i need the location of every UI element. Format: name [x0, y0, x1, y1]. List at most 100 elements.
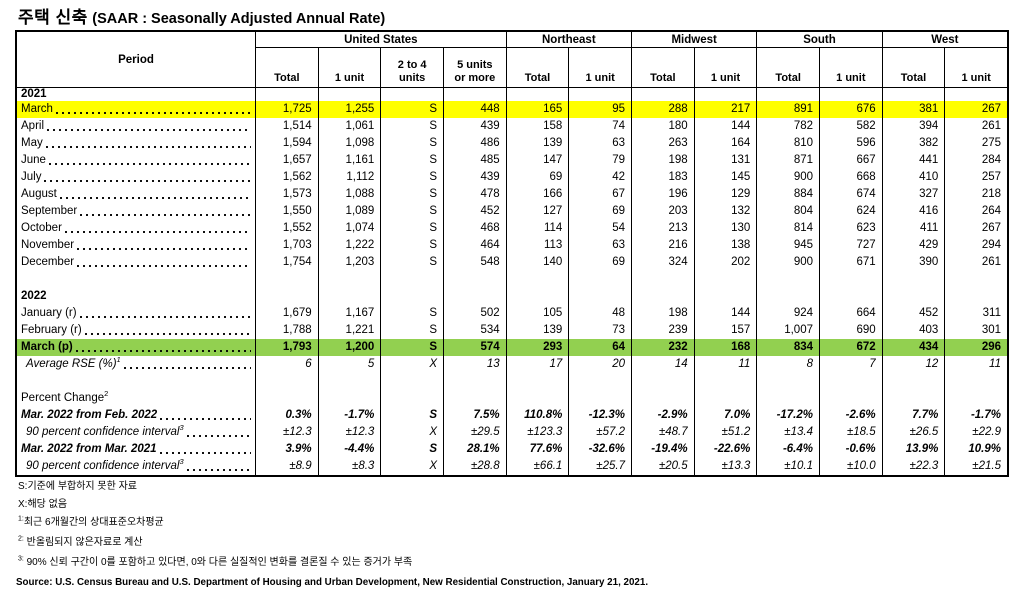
value-cell: [443, 88, 506, 101]
value-cell: [756, 271, 819, 288]
value-cell: 900: [756, 169, 819, 186]
value-cell: 410: [881, 169, 945, 186]
value-cell: 924: [756, 305, 819, 322]
value-cell: S: [380, 118, 443, 135]
period-label: May: [21, 137, 43, 149]
value-cell: 7.0%: [693, 407, 757, 424]
period-label: April: [21, 120, 45, 132]
value-cell: 884: [756, 186, 819, 203]
dotted-leader: [186, 458, 253, 475]
value-cell: [317, 390, 381, 407]
value-cell: 324: [631, 254, 694, 271]
value-cell: [505, 373, 569, 390]
value-cell: [380, 271, 443, 288]
subheader-1-unit: 1 unit: [819, 48, 882, 87]
value-cell: 394: [881, 118, 945, 135]
value-cell: 8: [756, 356, 819, 373]
value-cell: 113: [505, 237, 569, 254]
value-cell: 1,112: [317, 169, 381, 186]
value-cell: 1,594: [255, 135, 318, 152]
value-cell: ±22.9: [944, 424, 1007, 441]
value-cell: ±51.2: [693, 424, 757, 441]
source-line: Source: U.S. Census Bureau and U.S. Depa…: [16, 577, 649, 588]
value-cell: 574: [443, 339, 506, 356]
value-cell: 690: [819, 322, 882, 339]
period-label: August: [21, 188, 57, 200]
period-cell: November: [17, 237, 255, 254]
value-cell: [944, 88, 1007, 101]
dotted-leader: [46, 118, 253, 135]
group-header-west: West: [881, 32, 1007, 48]
subheader-total: Total: [631, 48, 694, 87]
value-cell: 1,703: [255, 237, 318, 254]
table-row-december: December 1,754 1,203 S 548 140 69 324 202 900 671 3…: [17, 254, 1007, 271]
value-cell: 390: [881, 254, 945, 271]
value-cell: 429: [881, 237, 945, 254]
period-label: September: [21, 205, 78, 217]
value-cell: ±20.5: [631, 458, 694, 475]
value-cell: 114: [505, 220, 569, 237]
value-cell: -1.7%: [944, 407, 1007, 424]
value-cell: 110.8%: [505, 407, 569, 424]
period-cell: April: [17, 118, 255, 135]
value-cell: 11: [693, 356, 757, 373]
value-cell: [631, 288, 694, 305]
period-cell: Percent Change2: [17, 390, 255, 407]
period-label: March (p): [21, 341, 73, 353]
value-cell: 1,550: [255, 203, 318, 220]
value-cell: [568, 373, 631, 390]
value-cell: 448: [443, 101, 506, 118]
value-cell: ±28.8: [443, 458, 506, 475]
value-cell: 478: [443, 186, 506, 203]
period-label: July: [21, 171, 42, 183]
value-cell: 130: [693, 220, 757, 237]
value-cell: 267: [944, 220, 1007, 237]
table-row-july: July 1,562 1,112 S 439 69 42 183 145 900 668 410 257: [17, 169, 1007, 186]
dotted-leader: [76, 254, 253, 271]
value-cell: 6: [255, 356, 318, 373]
value-cell: 196: [631, 186, 694, 203]
period-cell: 90 percent confidence interval3: [17, 458, 255, 475]
value-cell: 164: [693, 135, 757, 152]
value-cell: 416: [881, 203, 945, 220]
value-cell: [756, 390, 819, 407]
table-row-september: September 1,550 1,089 S 452 127 69 203 132 804 624…: [17, 203, 1007, 220]
value-cell: 183: [631, 169, 694, 186]
period-cell: May: [17, 135, 255, 152]
footnote-prefix: X:: [18, 499, 28, 510]
value-cell: ±29.5: [443, 424, 506, 441]
value-cell: 261: [944, 254, 1007, 271]
period-cell: July: [17, 169, 255, 186]
value-cell: 434: [881, 339, 945, 356]
value-cell: [380, 373, 443, 390]
value-cell: 674: [819, 186, 882, 203]
period-cell: Average RSE (%)1: [17, 356, 255, 373]
value-cell: [756, 288, 819, 305]
value-cell: ±57.2: [568, 424, 631, 441]
value-cell: 1,562: [255, 169, 318, 186]
value-cell: [380, 288, 443, 305]
dotted-leader: [43, 169, 253, 186]
value-cell: S: [380, 339, 443, 356]
value-cell: [255, 390, 318, 407]
value-cell: [380, 390, 443, 407]
value-cell: 293: [505, 339, 569, 356]
value-cell: [881, 288, 945, 305]
value-cell: -12.3%: [568, 407, 631, 424]
table-row-november: November 1,703 1,222 S 464 113 63 216 138 945 727 4…: [17, 237, 1007, 254]
value-cell: 1,255: [317, 101, 381, 118]
value-cell: [443, 373, 506, 390]
value-cell: 216: [631, 237, 694, 254]
dotted-leader: [123, 356, 253, 373]
value-cell: 77.6%: [505, 441, 569, 458]
value-cell: 1,222: [317, 237, 381, 254]
subheader-2-to-4-units: 2 to 4 units: [380, 48, 443, 87]
value-cell: 79: [568, 152, 631, 169]
period-label: 90 percent confidence interval3: [26, 424, 184, 438]
value-cell: 63: [568, 237, 631, 254]
value-cell: 7.7%: [881, 407, 945, 424]
value-cell: 534: [443, 322, 506, 339]
value-cell: 139: [505, 322, 569, 339]
value-cell: ±48.7: [631, 424, 694, 441]
value-cell: 147: [505, 152, 569, 169]
